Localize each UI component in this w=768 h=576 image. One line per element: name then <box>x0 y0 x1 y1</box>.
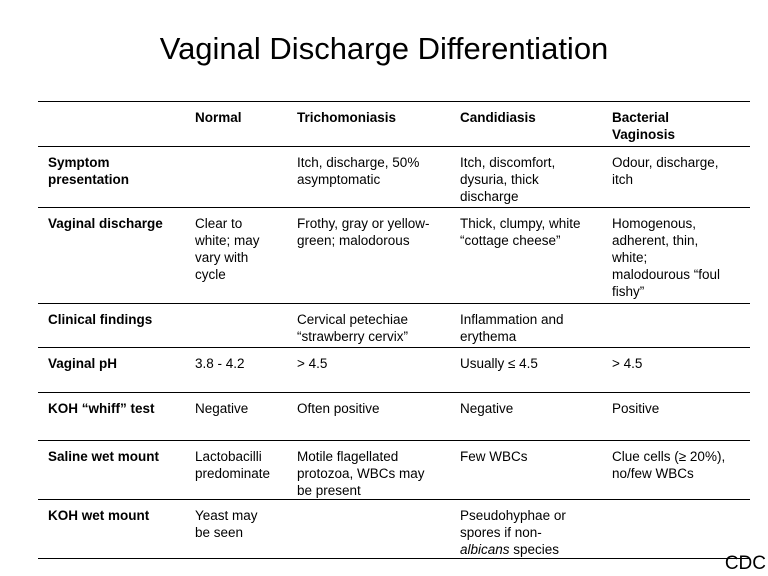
row-label: Saline wet mount <box>48 449 160 464</box>
table-row-vaginal-discharge: Vaginal discharge Clear to white; may va… <box>38 207 750 304</box>
table-cell: Homogenous, adherent, thin, white; malod… <box>612 216 721 299</box>
table-cell: Cervical petechiae “strawberry cervix” <box>297 312 409 344</box>
table-cell: Few WBCs <box>460 449 528 464</box>
table-cell <box>612 304 750 348</box>
table-cell: Often positive <box>297 401 380 416</box>
table-cell: Usually ≤ 4.5 <box>460 356 538 371</box>
table-row-saline-wet-mount: Saline wet mount Lactobacilli predominat… <box>38 440 750 500</box>
table-row-vaginal-ph: Vaginal pH 3.8 - 4.2 > 4.5 Usually ≤ 4.5… <box>38 347 750 393</box>
row-label: Vaginal pH <box>48 356 118 371</box>
cell-text-segment: species <box>509 542 560 557</box>
table-cell <box>612 500 750 559</box>
table-cell: Negative <box>460 401 514 416</box>
row-label: Symptom presentation <box>48 155 130 187</box>
table-cell: Thick, clumpy, white “cottage cheese” <box>460 216 581 248</box>
table-cell: 3.8 - 4.2 <box>195 356 245 371</box>
row-label: KOH wet mount <box>48 508 150 523</box>
column-header-bacterial-vaginosis: Bacterial Vaginosis <box>612 110 676 142</box>
table-cell: Lactobacilli predominate <box>195 449 271 481</box>
table-header-row: Normal Trichomoniasis Candidiasis Bacter… <box>38 102 750 147</box>
table-cell: Inflammation and erythema <box>460 312 564 344</box>
column-header-trichomoniasis: Trichomoniasis <box>297 110 397 125</box>
table-row-clinical-findings: Clinical findings Cervical petechiae “st… <box>38 303 750 348</box>
row-label: Clinical findings <box>48 312 153 327</box>
table-cell <box>195 304 297 348</box>
differentiation-table: Normal Trichomoniasis Candidiasis Bacter… <box>38 101 750 559</box>
column-header-normal: Normal <box>195 110 242 125</box>
table-cell: Frothy, gray or yellow- green; malodorou… <box>297 216 430 248</box>
table-cell: Negative <box>195 401 249 416</box>
table-cell: Pseudohyphae or spores if non- albicans … <box>460 500 612 559</box>
table-cell: Itch, discharge, 50% asymptomatic <box>297 155 420 187</box>
italic-species-name: albicans <box>460 542 510 557</box>
table-cell: Positive <box>612 401 660 416</box>
table-row-koh-whiff-test: KOH “whiff” test Negative Often positive… <box>38 392 750 441</box>
row-label: Vaginal discharge <box>48 216 163 231</box>
table-cell <box>297 500 460 559</box>
page-title: Vaginal Discharge Differentiation <box>159 31 609 66</box>
table-cell: > 4.5 <box>612 356 643 371</box>
column-header-blank <box>38 102 195 147</box>
table-cell: Clear to white; may vary with cycle <box>195 216 260 282</box>
table-cell: Odour, discharge, itch <box>612 155 719 187</box>
cell-text-segment: Pseudohyphae or spores if non- <box>460 508 566 540</box>
table-cell: Clue cells (≥ 20%), no/few WBCs <box>612 449 726 481</box>
table-cell: > 4.5 <box>297 356 328 371</box>
table-cell: Yeast may be seen <box>195 508 258 540</box>
table-cell <box>195 147 297 208</box>
table-cell: Motile flagellated protozoa, WBCs may be… <box>297 449 425 498</box>
row-label: KOH “whiff” test <box>48 401 155 416</box>
column-header-candidiasis: Candidiasis <box>460 110 536 125</box>
table-row-koh-wet-mount: KOH wet mount Yeast may be seen Pseudohy… <box>38 499 750 559</box>
source-credit: CDC <box>724 553 766 574</box>
table-cell: Itch, discomfort, dysuria, thick dischar… <box>460 155 556 204</box>
table-row-symptom-presentation: Symptom presentation Itch, discharge, 50… <box>38 146 750 208</box>
